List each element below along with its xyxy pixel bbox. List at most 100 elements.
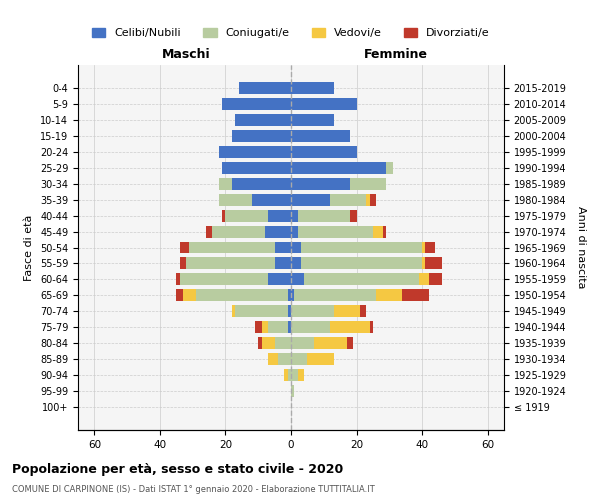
Bar: [251, 194, 291, 205]
Bar: [301, 242, 422, 254]
Bar: [291, 306, 334, 318]
Bar: [235, 114, 291, 126]
Bar: [284, 370, 288, 382]
Bar: [232, 130, 291, 141]
Bar: [304, 274, 419, 285]
Bar: [186, 258, 275, 270]
Bar: [278, 354, 291, 366]
Bar: [331, 322, 370, 334]
Bar: [179, 258, 186, 270]
Bar: [268, 322, 288, 334]
Bar: [350, 178, 386, 190]
Bar: [179, 242, 190, 254]
Bar: [268, 274, 291, 285]
Bar: [222, 162, 291, 173]
Bar: [419, 274, 428, 285]
Bar: [288, 322, 291, 334]
Bar: [219, 146, 291, 158]
Text: Femmine: Femmine: [364, 48, 428, 62]
Bar: [360, 306, 367, 318]
Bar: [176, 274, 179, 285]
Bar: [370, 194, 376, 205]
Bar: [331, 194, 367, 205]
Text: Maschi: Maschi: [162, 48, 211, 62]
Bar: [291, 114, 334, 126]
Bar: [239, 82, 291, 94]
Bar: [291, 162, 386, 173]
Bar: [291, 178, 350, 190]
Bar: [268, 210, 291, 222]
Bar: [275, 258, 291, 270]
Bar: [298, 226, 373, 237]
Bar: [350, 210, 356, 222]
Bar: [226, 210, 268, 222]
Bar: [334, 306, 360, 318]
Bar: [232, 178, 291, 190]
Bar: [291, 354, 307, 366]
Bar: [265, 226, 291, 237]
Bar: [235, 306, 288, 318]
Bar: [425, 242, 435, 254]
Bar: [219, 194, 251, 205]
Bar: [291, 242, 301, 254]
Bar: [291, 386, 294, 398]
Bar: [383, 226, 386, 237]
Bar: [425, 258, 442, 270]
Bar: [255, 322, 262, 334]
Bar: [258, 338, 262, 349]
Y-axis label: Anni di nascita: Anni di nascita: [576, 206, 586, 289]
Bar: [262, 322, 268, 334]
Bar: [288, 290, 291, 302]
Bar: [291, 258, 301, 270]
Bar: [291, 274, 304, 285]
Bar: [222, 210, 226, 222]
Bar: [179, 274, 268, 285]
Bar: [291, 338, 314, 349]
Legend: Celibi/Nubili, Coniugati/e, Vedovi/e, Divorziati/e: Celibi/Nubili, Coniugati/e, Vedovi/e, Di…: [88, 23, 494, 42]
Text: COMUNE DI CARPINONE (IS) - Dati ISTAT 1° gennaio 2020 - Elaborazione TUTTITALIA.: COMUNE DI CARPINONE (IS) - Dati ISTAT 1°…: [12, 485, 375, 494]
Bar: [422, 258, 425, 270]
Bar: [422, 242, 425, 254]
Bar: [183, 290, 196, 302]
Bar: [367, 194, 370, 205]
Bar: [301, 258, 422, 270]
Bar: [291, 146, 356, 158]
Bar: [291, 322, 331, 334]
Bar: [294, 290, 376, 302]
Bar: [262, 338, 275, 349]
Bar: [275, 242, 291, 254]
Bar: [370, 322, 373, 334]
Bar: [347, 338, 353, 349]
Bar: [403, 290, 428, 302]
Bar: [268, 354, 278, 366]
Bar: [222, 98, 291, 110]
Bar: [190, 242, 275, 254]
Bar: [376, 290, 403, 302]
Bar: [291, 130, 350, 141]
Bar: [176, 290, 183, 302]
Bar: [291, 226, 298, 237]
Bar: [386, 162, 392, 173]
Y-axis label: Fasce di età: Fasce di età: [25, 214, 34, 280]
Text: Popolazione per età, sesso e stato civile - 2020: Popolazione per età, sesso e stato civil…: [12, 462, 343, 475]
Bar: [291, 210, 298, 222]
Bar: [291, 370, 298, 382]
Bar: [314, 338, 347, 349]
Bar: [291, 290, 294, 302]
Bar: [206, 226, 212, 237]
Bar: [291, 194, 331, 205]
Bar: [291, 82, 334, 94]
Bar: [219, 178, 232, 190]
Bar: [288, 370, 291, 382]
Bar: [307, 354, 334, 366]
Bar: [232, 306, 235, 318]
Bar: [298, 370, 304, 382]
Bar: [196, 290, 288, 302]
Bar: [373, 226, 383, 237]
Bar: [275, 338, 291, 349]
Bar: [291, 98, 356, 110]
Bar: [288, 306, 291, 318]
Bar: [428, 274, 442, 285]
Bar: [212, 226, 265, 237]
Bar: [298, 210, 350, 222]
